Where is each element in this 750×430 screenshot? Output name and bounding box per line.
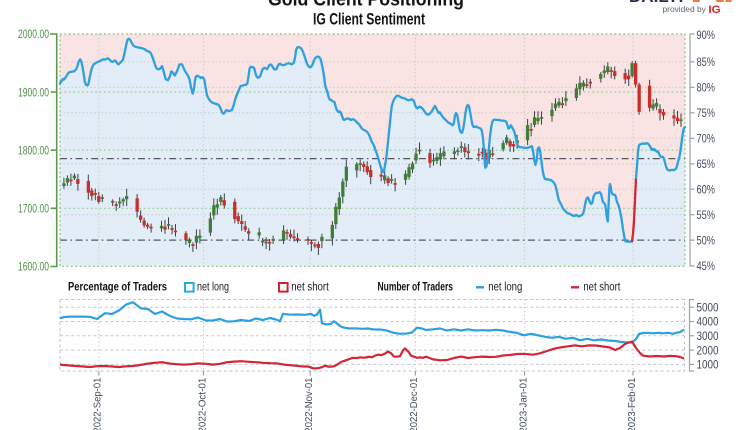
svg-text:net short: net short	[291, 282, 329, 294]
svg-text:85%: 85%	[697, 55, 716, 69]
svg-text:4000: 4000	[697, 315, 719, 329]
svg-text:net long: net long	[197, 282, 229, 294]
svg-text:1600.00: 1600.00	[18, 260, 49, 274]
svg-text:2022-Dec-01: 2022-Dec-01	[408, 377, 420, 430]
svg-text:net long: net long	[488, 282, 522, 294]
svg-text:55%: 55%	[697, 208, 716, 222]
svg-text:net short: net short	[583, 282, 621, 294]
svg-text:DAILYF: DAILYF	[629, 0, 689, 6]
svg-text:Percentage of Traders: Percentage of Traders	[68, 282, 167, 294]
svg-text:2023-Jan-01: 2023-Jan-01	[518, 377, 530, 430]
svg-text:1900.00: 1900.00	[18, 85, 49, 99]
svg-text:65%: 65%	[697, 157, 716, 171]
svg-text:IG Client Sentiment: IG Client Sentiment	[313, 10, 425, 29]
svg-text:80%: 80%	[697, 81, 716, 95]
svg-text:3000: 3000	[697, 329, 719, 343]
svg-text:5000: 5000	[697, 300, 719, 314]
svg-text:Number of Traders: Number of Traders	[378, 282, 454, 294]
svg-text:90%: 90%	[697, 28, 716, 42]
svg-text:45%: 45%	[697, 259, 716, 273]
svg-text:50%: 50%	[697, 233, 716, 247]
svg-text:1700.00: 1700.00	[18, 202, 49, 216]
svg-text:2022-Nov-01: 2022-Nov-01	[303, 377, 315, 430]
svg-text:70%: 70%	[697, 132, 716, 146]
svg-text:IG: IG	[708, 4, 720, 16]
svg-text:2000: 2000	[697, 343, 719, 357]
svg-text:60%: 60%	[697, 182, 716, 196]
svg-text:1800.00: 1800.00	[18, 143, 49, 157]
svg-text:2022-Oct-01: 2022-Oct-01	[196, 377, 208, 430]
svg-text:75%: 75%	[697, 106, 716, 120]
svg-text:Gold Client Positioning: Gold Client Positioning	[268, 0, 464, 10]
svg-text:2000.00: 2000.00	[18, 27, 49, 41]
svg-text:provided by: provided by	[663, 4, 707, 14]
svg-text:1000: 1000	[697, 358, 719, 372]
svg-text:2023-Feb-01: 2023-Feb-01	[626, 377, 638, 430]
svg-text:2022-Sep-01: 2022-Sep-01	[92, 377, 104, 430]
